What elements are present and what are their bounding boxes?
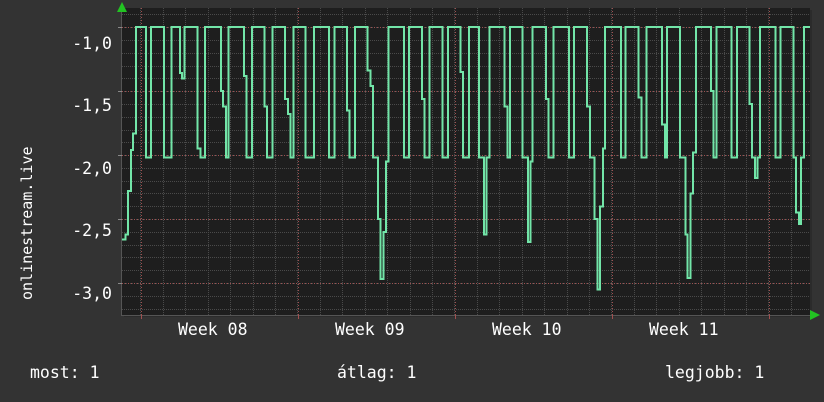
y-tick-label: -1,0 [72, 34, 112, 53]
y-tick-label: -3,0 [72, 284, 112, 303]
x-tick-label-week09: Week 09 [335, 320, 405, 339]
plot-border-bottom [121, 315, 811, 316]
x-tick-label-week10: Week 10 [492, 320, 562, 339]
x-axis-arrow-icon [810, 310, 820, 320]
legend-item-legjobb: legjobb: 1 [665, 363, 765, 382]
y-tick-marks [118, 27, 122, 284]
plot-border-left [121, 8, 122, 316]
y-tick-label: -1,5 [72, 96, 112, 115]
x-tick-label-week11: Week 11 [649, 320, 719, 339]
y-tick-label: -2,0 [72, 159, 112, 178]
plot-background [122, 8, 810, 315]
grid-major-vertical [141, 8, 770, 315]
y-axis-arrow-icon [117, 2, 127, 12]
x-tick-marks [141, 315, 770, 319]
legend-item-most: most: 1 [30, 363, 100, 382]
y-tick-label: -2,5 [72, 221, 112, 240]
legend-item-atlag: átlag: 1 [337, 363, 417, 382]
x-tick-label-week08: Week 08 [178, 320, 248, 339]
data-series-line [122, 26, 810, 291]
